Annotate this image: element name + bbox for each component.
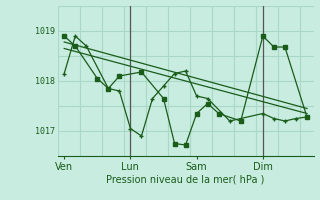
X-axis label: Pression niveau de la mer( hPa ): Pression niveau de la mer( hPa ): [107, 174, 265, 184]
